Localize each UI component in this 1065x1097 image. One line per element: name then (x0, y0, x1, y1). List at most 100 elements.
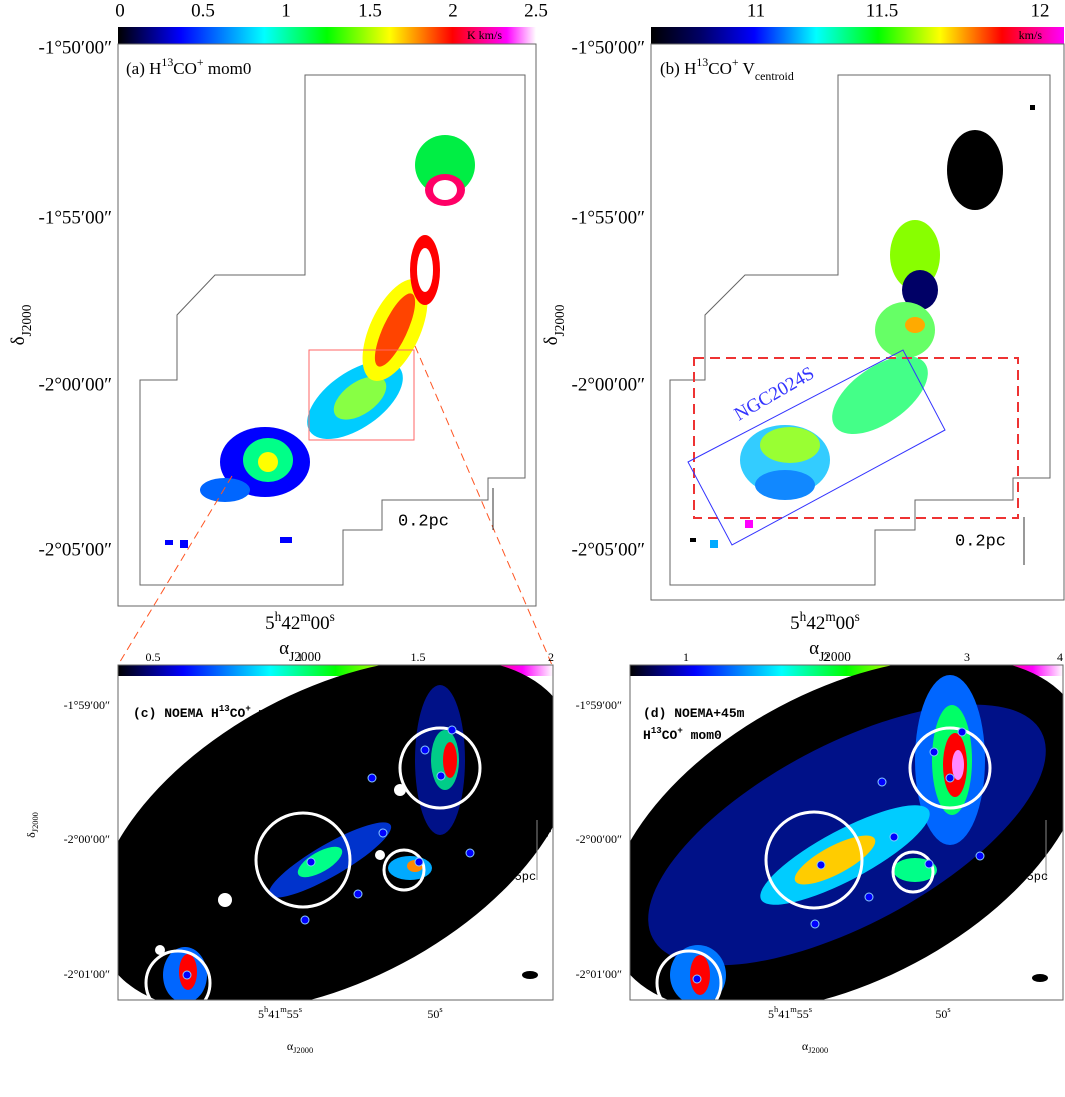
text-part: s (299, 1005, 302, 1014)
colorbar-tick-label: 0.5 (146, 650, 161, 664)
text-part: h (275, 609, 282, 624)
text-part: 13 (219, 703, 230, 714)
text-part: s (855, 609, 860, 624)
text-part: (c) NOEMA H (133, 706, 219, 721)
text-part: 42 (806, 613, 825, 634)
text-part: J2000 (289, 649, 321, 664)
colorbar-unit: km/s (1019, 28, 1043, 42)
panel-label: H13CO+ mom0 (643, 725, 722, 744)
y-tick-label: -2°00′00″ (64, 832, 110, 846)
text-part: α (279, 638, 289, 659)
text-part: δ (24, 832, 38, 838)
text-part: + (245, 703, 251, 714)
x-axis-label: αJ2000 (809, 638, 851, 663)
x-axis-label: αJ2000 (279, 638, 321, 663)
text-part: 50 (427, 1007, 439, 1021)
colorbar-tick-label: 1.5 (358, 0, 382, 21)
y-tick-label: -1°55′00″ (572, 207, 646, 228)
text-part: 42 (281, 613, 300, 634)
y-tick-label: -2°05′00″ (39, 539, 113, 560)
text-part: J2000 (808, 1046, 828, 1055)
text-part: CO (662, 728, 678, 743)
text-part: 5 (790, 613, 800, 634)
text-part: δ (537, 832, 551, 838)
y-tick-label: -1°55′00″ (39, 207, 113, 228)
colorbar (651, 27, 1064, 44)
text-part: centroid (755, 69, 794, 83)
y-axis-label: δJ2000 (24, 812, 41, 838)
text-part: 00 (311, 613, 330, 634)
y-tick-label: -1°59′00″ (64, 698, 110, 712)
text-part: H (643, 728, 651, 743)
text-part: + (732, 55, 739, 69)
text-part: 50 (935, 1007, 947, 1021)
text-part: + (197, 55, 204, 69)
text-part: s (947, 1005, 950, 1014)
text-part: s (330, 609, 335, 624)
x-tick-label: 50s (935, 1005, 950, 1020)
text-part: h (774, 1005, 779, 1014)
text-part: 13 (161, 55, 173, 69)
colorbar-tick-label: 2 (548, 650, 554, 664)
scale-bar-label: 0.2pc (398, 512, 449, 531)
colorbar-tick-label: 11.5 (866, 0, 899, 21)
text-part: CO (230, 706, 246, 721)
x-tick-label: 50s (427, 1005, 442, 1020)
text-part: mom0 (204, 59, 252, 78)
y-tick-label: -1°50′00″ (572, 37, 646, 58)
y-tick-label: -2°01′00″ (64, 967, 110, 981)
y-axis-label: δJ2000 (537, 812, 554, 838)
text-part: mom0 (251, 706, 290, 721)
panel-c-image (117, 664, 554, 1017)
y-tick-label: -1°59′00″ (576, 698, 622, 712)
text-part: J2000 (544, 812, 553, 832)
text-part: (d) NOEMA+45m (643, 706, 745, 721)
x-axis-label: αJ2000 (802, 1039, 828, 1056)
text-part: J2000 (19, 304, 34, 336)
text-part: (b) H (660, 59, 696, 78)
text-part: h (800, 609, 807, 624)
text-part: J2000 (819, 649, 851, 664)
y-axis-label: δJ2000 (541, 304, 566, 345)
text-part: 5 (768, 1007, 774, 1021)
y-tick-label: -2°00′00″ (572, 374, 646, 395)
text-part: α (287, 1039, 294, 1053)
colorbar-tick-label: 1 (297, 650, 303, 664)
text-part: 13 (696, 55, 708, 69)
text-part: J2000 (31, 812, 40, 832)
colorbar-tick-label: 2 (448, 0, 458, 21)
colorbar-unit: Jy km/s (1003, 673, 1040, 687)
colorbar (118, 27, 536, 44)
x-tick-label: 5h41m55s (768, 1005, 812, 1020)
panel-label: (a) H13CO+ mom0 (126, 55, 251, 78)
text-part: 41 (778, 1007, 790, 1021)
text-part: V (739, 59, 756, 78)
panel-label: (c) NOEMA H13CO+ mom0 (133, 703, 290, 722)
text-part: CO (708, 59, 732, 78)
text-part: m (825, 609, 836, 624)
colorbar-tick-label: 0 (115, 0, 125, 21)
scale-bar-label: 0.2pc (955, 532, 1006, 551)
y-tick-label: -2°00′00″ (576, 832, 622, 846)
colorbar (630, 665, 1063, 676)
text-part: J2000 (293, 1046, 313, 1055)
text-part: CO (173, 59, 197, 78)
text-part: 55 (287, 1007, 299, 1021)
text-part: α (802, 1039, 809, 1053)
text-part: 41 (268, 1007, 280, 1021)
text-part: (a) H (126, 59, 161, 78)
text-part: 55 (797, 1007, 809, 1021)
colorbar-unit: K km/s (467, 28, 502, 42)
colorbar-tick-label: 12 (1031, 0, 1050, 21)
scale-bar-label: 0.05pc (1005, 870, 1048, 884)
panel-label: (d) NOEMA+45m (643, 706, 745, 721)
colorbar-tick-label: 1 (281, 0, 291, 21)
panel-b-image (650, 27, 1065, 601)
emission (165, 135, 475, 548)
text-part: s (809, 1005, 812, 1014)
scale-bar-label: 0.05pc (493, 870, 536, 884)
velocity (690, 105, 1035, 548)
colorbar-tick-label: 11 (747, 0, 765, 21)
colorbar-tick-label: 0.5 (191, 0, 215, 21)
